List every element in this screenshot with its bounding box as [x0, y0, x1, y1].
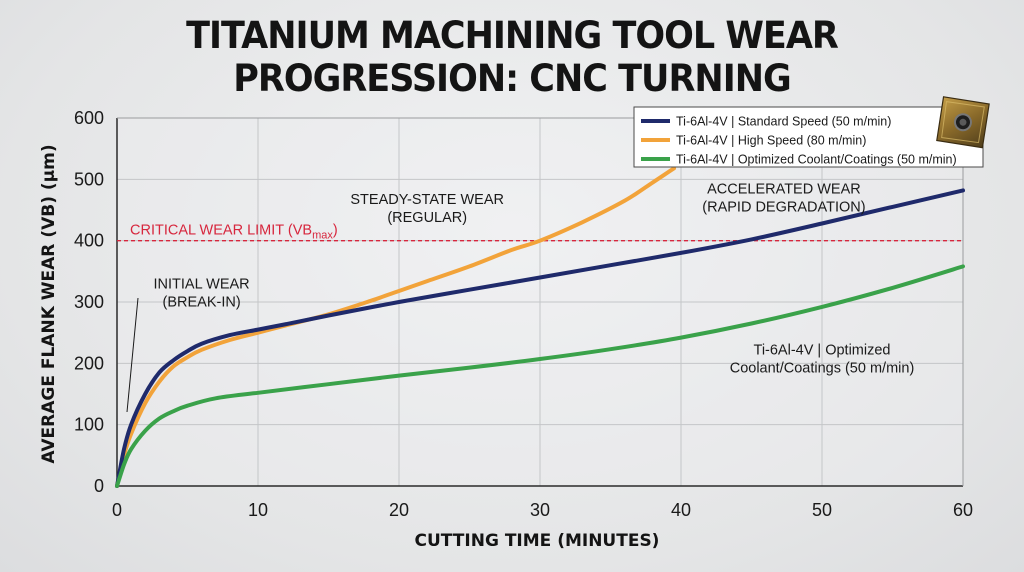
x-axis-title: CUTTING TIME (MINUTES) [415, 531, 660, 551]
y-tick-label: 100 [74, 415, 104, 435]
x-tick-label: 0 [112, 500, 122, 520]
legend-entry-1: Ti-6Al-4V | Standard Speed (50 m/min) [676, 115, 891, 129]
series-lines [115, 166, 965, 488]
legend-entry-3: Ti-6Al-4V | Optimized Coolant/Coatings (… [676, 153, 957, 167]
cutting-insert-icon [936, 96, 990, 149]
x-tick-label: 40 [671, 500, 691, 520]
annotation-1-line-2: (BREAK-IN) [163, 295, 241, 311]
y-tick-label: 400 [74, 231, 104, 251]
legend: Ti-6Al-4V | Standard Speed (50 m/min) Ti-… [633, 96, 990, 168]
critical-limit-label: CRITICAL WEAR LIMIT (VBmax) [130, 223, 338, 242]
annotation-leaders [126, 297, 139, 413]
annotation-4-line-2: Coolant/Coatings (50 m/min) [730, 361, 915, 377]
annotation-4: Ti-6Al-4V | Optimized Coolant/Coatings (5… [730, 343, 915, 377]
annotation-1-line-1: INITIAL WEAR [154, 277, 250, 293]
y-tick-label: 300 [74, 292, 104, 312]
critical-limit-label-sub: max [312, 230, 333, 242]
annotations: INITIAL WEAR (BREAK-IN) STEADY-STATE WEAR (… [154, 181, 915, 376]
annotation-2-line-2: (REGULAR) [387, 210, 467, 226]
legend-entry-2: Ti-6Al-4V | High Speed (80 m/min) [676, 134, 866, 148]
critical-limit-label-end: ) [333, 223, 338, 239]
chart-title-line-2: PROGRESSION: CNC TURNING [233, 57, 791, 101]
x-tick-label: 20 [389, 500, 409, 520]
x-tick-label: 30 [530, 500, 550, 520]
annotation-2-line-1: STEADY-STATE WEAR [350, 192, 504, 208]
y-tick-label: 600 [74, 108, 104, 128]
critical-limit-label-main: CRITICAL WEAR LIMIT (VB [130, 223, 312, 239]
x-tick-label: 50 [812, 500, 832, 520]
chart-title-line-1: TITANIUM MACHINING TOOL WEAR [186, 14, 839, 58]
initial-wear-leader [126, 297, 139, 413]
annotation-3: ACCELERATED WEAR (RAPID DEGRADATION) [702, 181, 865, 215]
y-tick-label: 200 [74, 353, 104, 373]
grid-lines [117, 117, 964, 486]
y-tick-label: 0 [94, 476, 104, 496]
x-tick-label: 60 [953, 500, 973, 520]
legend-box [633, 106, 984, 168]
y-axis-title: AVERAGE FLANK WEAR (VB) (μm) [39, 144, 59, 463]
annotation-2: STEADY-STATE WEAR (REGULAR) [350, 192, 504, 226]
y-tick-label: 500 [74, 169, 104, 189]
annotation-4-line-1: Ti-6Al-4V | Optimized [754, 343, 891, 359]
series-line-3 [115, 264, 965, 488]
annotation-1: INITIAL WEAR (BREAK-IN) [154, 277, 250, 311]
series-line-1 [115, 188, 965, 488]
annotation-3-line-2: (RAPID DEGRADATION) [702, 199, 865, 215]
x-tick-label: 10 [248, 500, 268, 520]
axes [116, 117, 964, 487]
annotation-3-line-1: ACCELERATED WEAR [707, 181, 861, 197]
